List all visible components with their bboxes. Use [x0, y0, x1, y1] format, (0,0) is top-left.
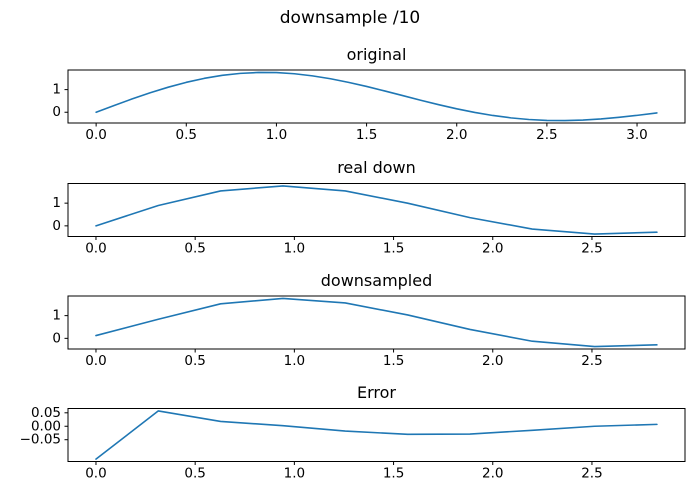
subplot-3: 0.0 0.5 1.0 1.5 2.0 2.5 −0.050.000.05: [20, 405, 686, 482]
x-tick-label: 2.0: [482, 466, 503, 482]
subplot-title-real-down: real down: [337, 158, 416, 177]
x-tick-label: 3.0: [626, 127, 647, 143]
x-tick-label: 2.0: [446, 127, 467, 143]
axes-box: [67, 183, 686, 237]
subplot-title-downsampled: downsampled: [320, 271, 433, 290]
data-line-downsampled: [95, 297, 658, 348]
x-tick-label: 1.5: [383, 466, 404, 482]
x-tick-label: 0.0: [85, 353, 106, 369]
data-line-real-down: [95, 185, 658, 235]
x-tick-label: 2.5: [581, 353, 602, 369]
x-tick-label: 1.5: [383, 353, 404, 369]
x-tick-label: 0.5: [184, 241, 205, 257]
x-tick-label: 1.0: [266, 127, 287, 143]
data-line-error: [95, 410, 658, 460]
x-tick-label: 2.5: [581, 241, 602, 257]
x-tick-label: 0.0: [85, 466, 106, 482]
x-tick-label: 0.5: [176, 127, 197, 143]
x-tick-label: 1.5: [356, 127, 377, 143]
y-tick-label: 1: [52, 308, 61, 324]
subplot-title-original: original: [346, 45, 407, 64]
subplot-1: 0.0 0.5 1.0 1.5 2.0 2.5 0 1: [52, 183, 686, 257]
x-tick-label: 1.5: [383, 241, 404, 257]
subplot-0: 0.0 0.5 1.0 1.5 2.0 2.5 3.0 0 1: [52, 69, 686, 143]
x-tick-label: 1.0: [284, 353, 305, 369]
x-tick-label: 0.0: [85, 241, 106, 257]
x-tick-label: 2.0: [482, 353, 503, 369]
y-tick-label: 0.05: [31, 405, 61, 421]
data-line-original: [95, 71, 658, 122]
x-tick-label: 2.0: [482, 241, 503, 257]
x-tick-label: 1.0: [284, 241, 305, 257]
y-tick-label: 1: [52, 82, 61, 98]
x-tick-label: 1.0: [284, 466, 305, 482]
axes-box: [67, 408, 686, 462]
x-tick-label: 2.5: [581, 466, 602, 482]
y-tick-label: 0.00: [31, 418, 61, 434]
x-tick-label: 2.5: [536, 127, 557, 143]
x-tick-label: 0.5: [184, 466, 205, 482]
y-tick-label: 0: [52, 218, 61, 234]
y-tick-label: 0: [52, 330, 61, 346]
subplot-title-error: Error: [357, 383, 396, 402]
axes-box: [67, 295, 686, 350]
x-tick-label: 0.5: [184, 353, 205, 369]
subplot-2: 0.0 0.5 1.0 1.5 2.0 2.5 0 1: [52, 295, 686, 369]
y-tick-label: 1: [52, 195, 61, 211]
y-tick-label: 0: [52, 104, 61, 120]
figure-suptitle: downsample /10: [279, 8, 421, 28]
y-tick-label: −0.05: [20, 432, 61, 448]
x-tick-label: 0.0: [85, 127, 106, 143]
axes-box: [67, 69, 686, 124]
